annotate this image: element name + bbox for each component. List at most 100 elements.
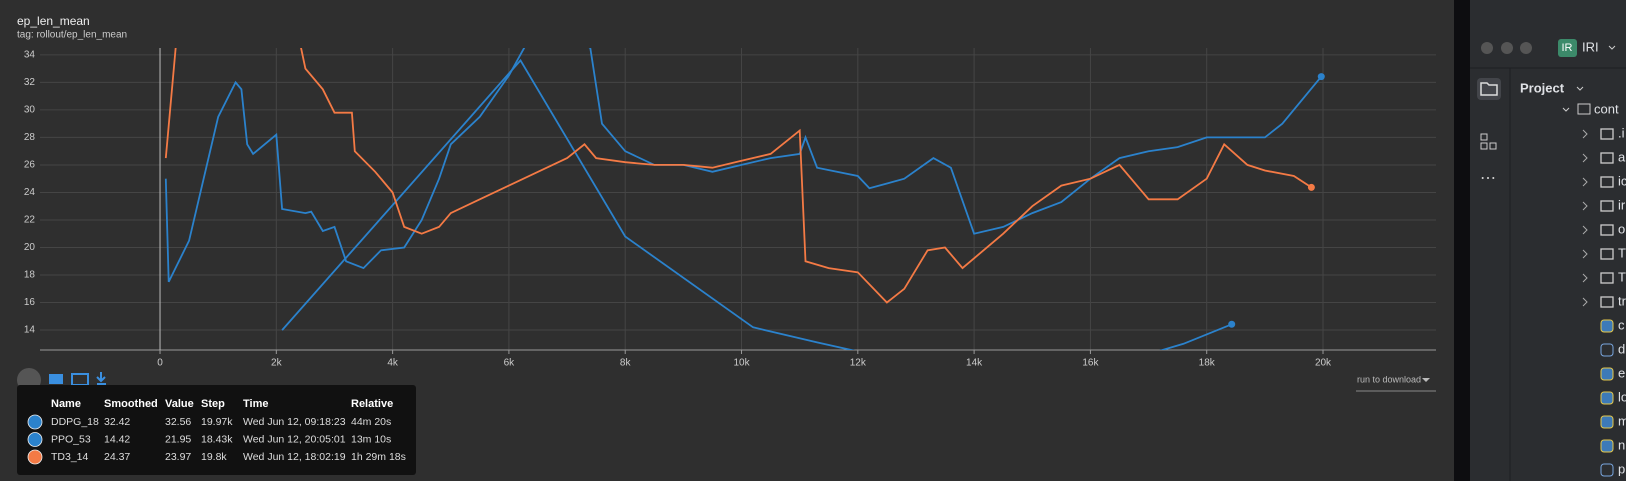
x-tick-label: 14k (966, 358, 983, 369)
column-header: Value (165, 398, 194, 410)
tree-item[interactable]: ir (1618, 197, 1626, 212)
cell: 32.56 (165, 416, 191, 428)
tree-item: cont (1594, 101, 1619, 116)
cell: 14.42 (104, 433, 130, 445)
y-tick-label: 28 (24, 132, 36, 143)
chevron (1582, 225, 1588, 235)
structure-tool[interactable] (1480, 133, 1488, 141)
folder-icon (1600, 272, 1614, 284)
tooltip-table: Name Smoothed Value Step Time Relative DDPG_18… (27, 398, 406, 465)
folder-icon (1600, 296, 1614, 308)
y-tick-label: 26 (24, 160, 36, 171)
x-tick-label: 8k (620, 358, 632, 369)
window-close[interactable] (1481, 42, 1493, 54)
folder-tool[interactable] (1480, 82, 1498, 96)
ide-pane (1470, 0, 1626, 481)
column-header: Time (243, 398, 268, 410)
tree-item[interactable]: c (1618, 317, 1625, 332)
file-icon (1600, 391, 1614, 405)
chevron (1608, 45, 1616, 50)
badge-text: IR (1562, 42, 1573, 54)
dropdown-arrow[interactable] (1422, 378, 1430, 382)
cell: 13m 10s (351, 433, 391, 445)
y-tick-label: 22 (24, 215, 36, 226)
tree-item[interactable]: T (1618, 269, 1626, 284)
file-icon (1600, 439, 1614, 453)
chevron (1582, 201, 1588, 211)
more-tools[interactable]: ⋯ (1480, 170, 1496, 187)
folder-icon (1577, 103, 1591, 115)
tree-item[interactable]: n (1618, 437, 1625, 452)
x-tick-label: 12k (850, 358, 867, 369)
x-tick-label: 20k (1315, 358, 1332, 369)
folder-icon (1600, 176, 1614, 188)
folder-icon (1600, 200, 1614, 212)
card-subtitle: tag: rollout/ep_len_mean (17, 30, 127, 41)
series-line (281, 58, 1233, 350)
tree-item[interactable]: ic (1618, 173, 1626, 188)
tooltip (17, 385, 416, 475)
tree-item[interactable]: d (1618, 341, 1625, 356)
file-icon (1600, 343, 1614, 357)
structure-tool[interactable] (1480, 142, 1488, 150)
column-header: Relative (351, 398, 393, 410)
x-tick-label: 6k (504, 358, 516, 369)
plot: 14 16 18 20 22 24 26 28 30 32 34 0 2k 4k 6k 8k 10k 12k 14k… (24, 48, 1436, 369)
column-header: Name (51, 398, 81, 410)
card-title: ep_len_mean (17, 14, 90, 28)
tree-item[interactable]: .i (1618, 125, 1625, 140)
tree-item[interactable]: o (1618, 221, 1625, 236)
tree-item[interactable]: e (1618, 365, 1625, 380)
folder-icon (1600, 224, 1614, 236)
tree-item[interactable]: tr (1618, 293, 1626, 308)
run-name: PPO_53 (51, 433, 91, 445)
y-tick-label: 16 (24, 297, 36, 308)
folder-icon (1600, 248, 1614, 260)
cell: 44m 20s (351, 416, 391, 428)
file-icon (1600, 319, 1614, 333)
y-tick-label: 32 (24, 77, 36, 88)
cell: 19.97k (201, 416, 233, 428)
folder-icon (1600, 128, 1614, 140)
run-name: TD3_14 (51, 451, 89, 463)
x-tick-label: 0 (157, 358, 163, 369)
divider (1454, 0, 1470, 481)
panel-title: Project (1520, 80, 1565, 95)
tree-item[interactable]: a (1618, 149, 1626, 164)
chevron (1582, 273, 1588, 283)
window-maximize[interactable] (1520, 42, 1532, 54)
tree-item[interactable]: T (1618, 245, 1626, 260)
tree-item[interactable]: m (1618, 413, 1626, 428)
run-swatch (27, 432, 43, 447)
window-minimize[interactable] (1501, 42, 1513, 54)
y-tick-label: 18 (24, 270, 36, 281)
cell: Wed Jun 12, 20:05:01 (243, 433, 346, 445)
cell: 32.42 (104, 416, 130, 428)
series-line (164, 48, 1322, 283)
cell: 18.43k (201, 433, 233, 445)
run-name: DDPG_18 (51, 416, 99, 428)
x-tick-label: 2k (271, 358, 283, 369)
chevron (1562, 107, 1570, 112)
tree-item[interactable]: p (1618, 461, 1625, 476)
file-icon (1600, 367, 1614, 381)
project-badge (1558, 39, 1577, 57)
structure-tool[interactable] (1489, 142, 1497, 150)
y-tick-label: 34 (24, 50, 36, 61)
x-tick-label: 18k (1199, 358, 1216, 369)
download-select[interactable]: run to download (1357, 374, 1421, 384)
download-icon[interactable] (96, 372, 106, 385)
x-tick-label: 4k (387, 358, 399, 369)
tree-item[interactable]: lo (1618, 389, 1626, 404)
list-icon[interactable] (49, 374, 63, 384)
cell: Wed Jun 12, 18:02:19 (243, 451, 346, 463)
x-tick-label: 16k (1082, 358, 1099, 369)
chevron (1582, 297, 1588, 307)
project-name[interactable]: IRI (1582, 39, 1599, 54)
series-layer (164, 48, 1325, 350)
cell: 19.8k (201, 451, 227, 463)
x-tick-label: 10k (733, 358, 750, 369)
